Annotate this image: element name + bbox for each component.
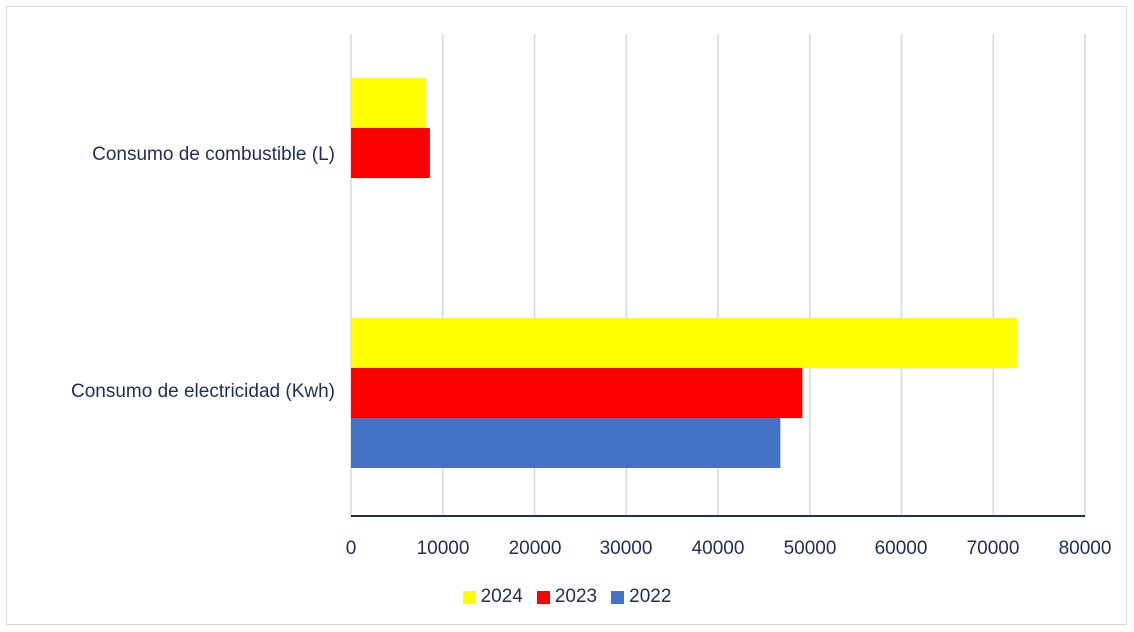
x-tick-label: 40000 (691, 538, 745, 559)
bar-2024-fuel (351, 78, 427, 128)
legend: 2024 2023 2022 (0, 586, 1134, 608)
legend-item-2023: 2023 (536, 586, 598, 608)
legend-swatch-2023 (536, 590, 550, 604)
legend-swatch-2024 (462, 590, 476, 604)
legend-label-2023: 2023 (554, 586, 598, 607)
legend-item-2024: 2024 (462, 586, 523, 608)
x-tick-label: 30000 (599, 538, 653, 559)
category-label-electricity: Consumo de electricidad (Kwh) (70, 381, 335, 402)
legend-swatch-2022 (611, 590, 625, 604)
bar-2024-electricity (351, 318, 1018, 368)
bar-2023-fuel (351, 128, 430, 178)
legend-label-2022: 2022 (629, 586, 672, 607)
bar-2023-electricity (351, 368, 803, 418)
legend-item-2022: 2022 (611, 586, 671, 608)
category-label-fuel: Consumo de combustible (L) (92, 144, 335, 165)
x-tick-label: 80000 (1058, 538, 1112, 559)
x-tick-label: 50000 (783, 538, 837, 559)
x-tick-label: 0 (345, 538, 357, 559)
legend-label-2024: 2024 (480, 586, 523, 607)
x-tick-label: 70000 (966, 538, 1020, 559)
x-tick-label: 10000 (416, 538, 470, 559)
chart-frame (6, 6, 1127, 625)
bar-2022-electricity (351, 418, 781, 468)
x-tick-label: 20000 (508, 538, 562, 559)
x-tick-label: 60000 (874, 538, 928, 559)
